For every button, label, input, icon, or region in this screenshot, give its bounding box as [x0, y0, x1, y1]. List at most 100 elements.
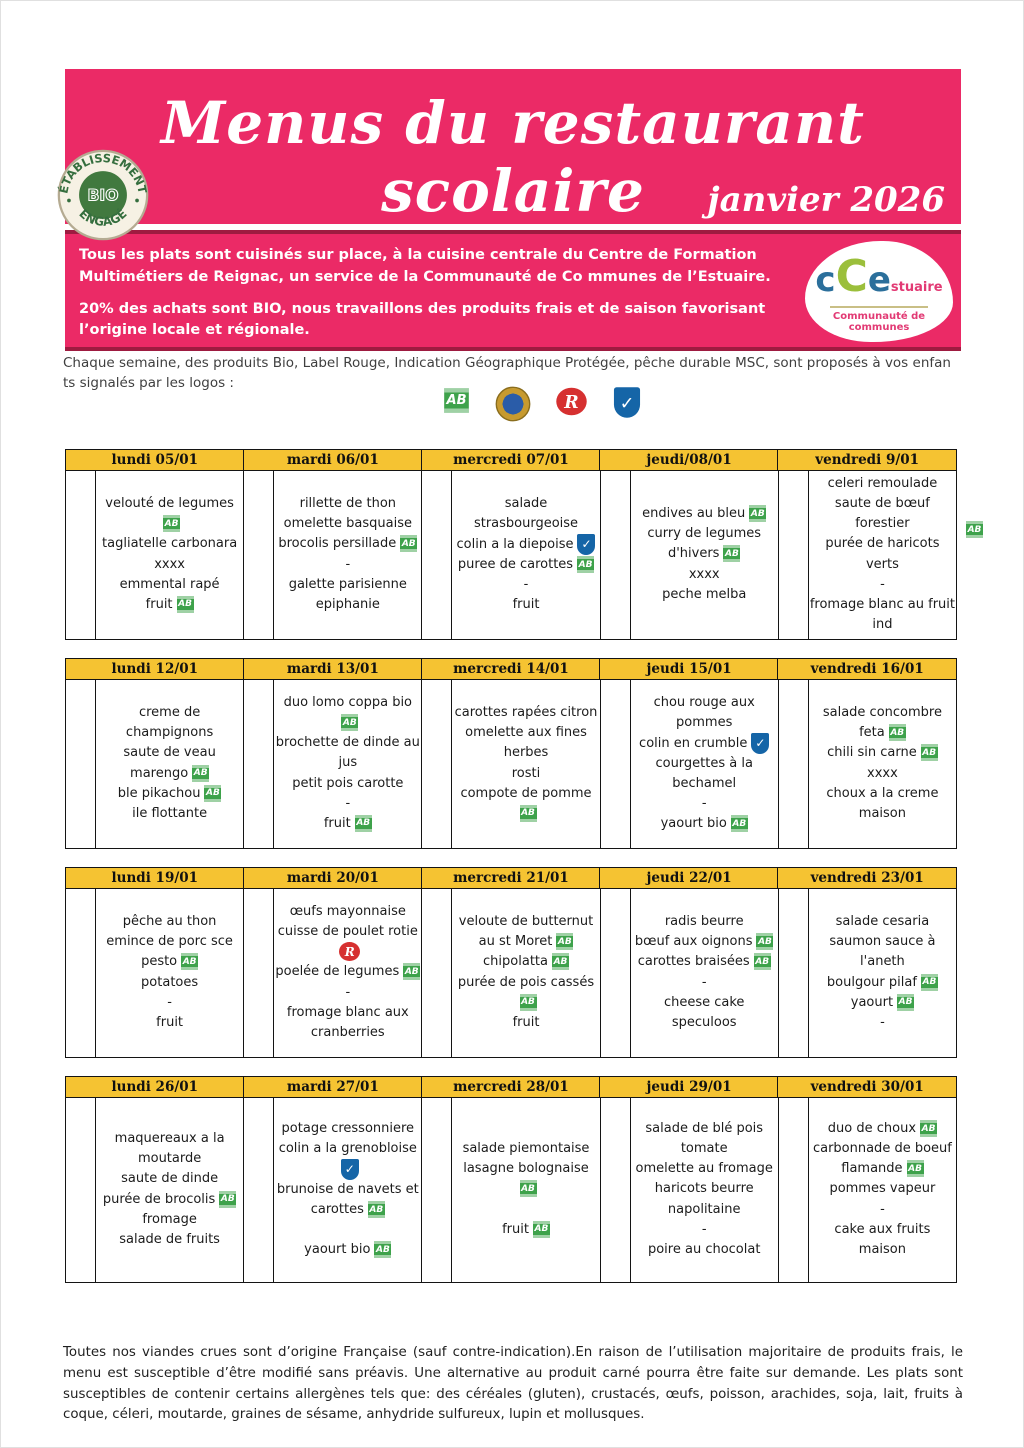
day-header: jeudi 15/01	[599, 658, 779, 680]
label-rouge-icon: R	[339, 942, 361, 962]
day-spacer	[66, 679, 96, 848]
menu-item: cheese cake speculoos	[663, 994, 745, 1030]
menu-item: saute de bœuf forestier	[834, 496, 930, 532]
ab-icon: AB	[519, 804, 537, 822]
weekly-note: Chaque semaine, des produits Bio, Label …	[63, 355, 951, 391]
day-cell: duo de choux AB carbonnade de boeuf flaman…	[777, 1097, 958, 1283]
ab-icon: AB	[354, 814, 372, 832]
menu-item: brunoise de navets et carottes AB	[276, 1181, 419, 1219]
day-cell: œufs mayonnaise cuisse de poulet rotieR po…	[243, 888, 423, 1058]
week-body-row: creme de champignons saute de veau mareng…	[65, 679, 958, 849]
menu-item: poire au chocolat	[647, 1241, 761, 1257]
menu-item: salade piemontaise	[462, 1141, 590, 1157]
week-body-row: maquereaux a la moutarde saute de dinde pu…	[65, 1097, 958, 1283]
menu-item: fruit AB	[323, 814, 372, 832]
day-cell: salade concombre feta AB chili sin carne AB…	[777, 679, 958, 849]
ab-icon: AB	[753, 953, 771, 971]
menu-item: duo lomo coppa bioAB	[275, 693, 420, 733]
day-header: lundi 19/01	[65, 867, 245, 889]
intro-paragraph-2: 20% des achats sont BIO, nous travaillon…	[79, 300, 766, 339]
menu-item: emince de porc sce pesto AB	[106, 934, 233, 971]
ab-icon: AB	[888, 724, 906, 742]
menu-item: velouté de legumesAB	[97, 494, 242, 534]
menu-item: compote de pommeAB	[453, 784, 598, 824]
menu-item: carottes rapées citron	[454, 705, 598, 721]
ab-icon: AB	[367, 1201, 385, 1219]
menu-item: colin a la grenobloise✓	[275, 1139, 420, 1180]
day-cell: salade de blé pois tomate omelette au fro…	[599, 1097, 779, 1283]
bio-engage-badge-icon: ÉTABLISSEMENT ENGAGÉ BIO	[55, 149, 150, 241]
day-header: mercredi 28/01	[421, 1076, 601, 1098]
menu-item: -	[345, 984, 351, 1000]
day-cell: chou rouge aux pommes colin en crumble ✓ co…	[599, 679, 779, 849]
day-cell: salade cesaria saumon sauce à l'aneth boul…	[777, 888, 958, 1058]
ab-icon: AB	[400, 535, 418, 553]
menu-item: salade cesaria	[835, 914, 930, 930]
day-header: jeudi 22/01	[599, 867, 779, 889]
day-cell: celeri remoulade saute de bœuf forestier p…	[777, 470, 958, 640]
menu-item: brocolis persillade AB	[278, 535, 418, 553]
day-spacer	[601, 470, 631, 639]
label-legend: AB R ✓	[1, 386, 1023, 422]
msc-icon: ✓	[751, 732, 770, 754]
day-spacer	[422, 888, 453, 1057]
week-block: lundi 12/01 mardi 13/01 mercredi 14/01 jeud…	[65, 658, 958, 849]
day-menu: duo lomo coppa bioAB brochette de dinde a…	[274, 679, 421, 848]
menu-item: carbonnade de boeuf flamande AB	[812, 1141, 952, 1178]
ab-icon: AB	[920, 744, 938, 762]
ab-icon: AB	[204, 784, 222, 802]
week-header-row: lundi 12/01 mardi 13/01 mercredi 14/01 jeud…	[65, 658, 957, 680]
day-header: lundi 05/01	[65, 449, 245, 471]
menu-item: -	[345, 795, 351, 811]
day-header: jeudi/08/01	[599, 449, 779, 471]
weeks: lundi 05/01 mardi 06/01 mercredi 07/01 jeud…	[65, 449, 983, 1301]
menu-item: -	[880, 576, 885, 592]
menu-item: saumon sauce à l'aneth	[829, 934, 936, 970]
menu-item: fruit AB	[502, 1220, 550, 1238]
day-menu: potage cressonniere colin a la grenoblois…	[274, 1097, 421, 1282]
day-cell: maquereaux a la moutarde saute de dinde pu…	[65, 1097, 245, 1283]
day-cell: salade strasbourgeoise colin a la diepois…	[421, 470, 601, 640]
ab-icon: AB	[577, 556, 595, 573]
menu-item: -	[701, 974, 707, 990]
day-menu: duo de choux AB carbonnade de boeuf flaman…	[809, 1097, 956, 1282]
menu-item: saute de dinde	[121, 1171, 219, 1187]
week-block: lundi 19/01 mardi 20/01 mercredi 21/01 jeud…	[65, 867, 958, 1058]
day-header: mercredi 07/01	[421, 449, 601, 471]
ab-icon: AB	[519, 1180, 537, 1198]
day-cell: duo lomo coppa bioAB brochette de dinde a…	[243, 679, 423, 849]
menu-item: creme de champignons	[125, 705, 214, 741]
menu-item	[524, 1200, 528, 1220]
week-header-row: lundi 05/01 mardi 06/01 mercredi 07/01 jeud…	[65, 449, 957, 471]
ab-icon: AB	[176, 595, 194, 613]
menu-item: peche melba	[662, 586, 747, 602]
day-header: mardi 20/01	[243, 867, 423, 889]
cce-wordmark: cCestuaire	[805, 255, 953, 299]
day-cell: potage cressonniere colin a la grenoblois…	[243, 1097, 423, 1283]
menu-item: omelette basquaise	[283, 516, 412, 532]
ab-icon: AB	[897, 993, 915, 1011]
day-menu: salade concombre feta AB chili sin carne AB…	[809, 679, 956, 848]
menu-item: bœuf aux oignons AB	[634, 933, 774, 951]
menu-item: fruit	[156, 1014, 184, 1030]
title-banner: Menus du restaurant scolaire janvier 202…	[65, 69, 961, 225]
day-spacer	[244, 888, 275, 1057]
ab-icon: AB	[756, 933, 774, 951]
ab-icon: AB	[730, 815, 748, 833]
day-menu: radis beurre bœuf aux oignons AB carottes b…	[631, 888, 778, 1057]
ab-icon: AB	[920, 973, 938, 991]
day-menu: salade strasbourgeoise colin a la diepois…	[452, 470, 599, 639]
menu-item: ile flottante	[132, 805, 208, 821]
menu-item: pêche au thon	[122, 914, 217, 930]
menu-item: chili sin carne AB	[827, 744, 938, 762]
menu-item: duo de choux AB	[827, 1120, 938, 1137]
day-spacer	[422, 1097, 453, 1282]
ab-icon: AB	[219, 1190, 237, 1208]
menu-item: ble pikachou AB	[117, 784, 222, 802]
ab-icon: AB	[556, 933, 574, 951]
day-header: mercredi 14/01	[421, 658, 601, 680]
day-spacer	[779, 679, 809, 848]
menu-item: cake aux fruits maison	[834, 1221, 931, 1257]
ab-icon: AB	[920, 1120, 938, 1137]
week-block: lundi 26/01 mardi 27/01 mercredi 28/01 jeud…	[65, 1076, 958, 1283]
